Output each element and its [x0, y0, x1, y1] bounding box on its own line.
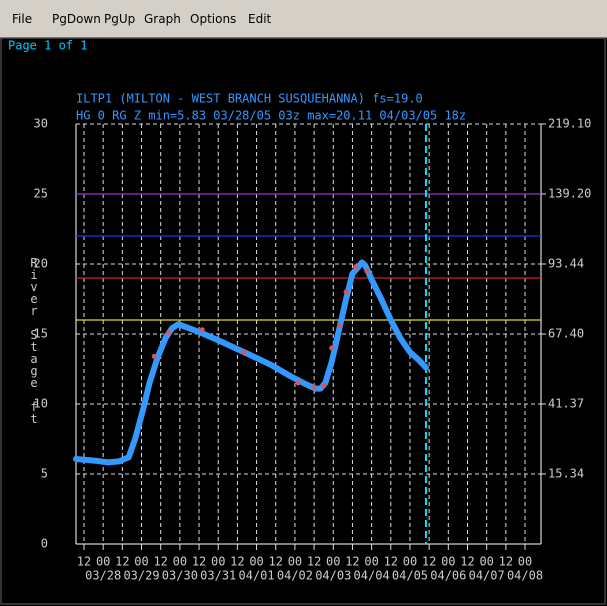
y-tick-label: 5 — [41, 467, 48, 481]
x-date-label: 03/30 — [162, 569, 198, 583]
x-tick-label: 00 — [211, 555, 225, 569]
menu-item[interactable]: PgUp — [104, 12, 136, 26]
frame — [0, 37, 606, 605]
x-tick-label: 00 — [403, 555, 417, 569]
y2-tick-label: 41.37 — [548, 397, 584, 411]
x-tick-label: 00 — [479, 555, 493, 569]
x-tick-label: 00 — [326, 555, 340, 569]
x-tick-label: 12 — [345, 555, 359, 569]
observed-point — [151, 353, 157, 359]
x-date-label: 04/02 — [277, 569, 313, 583]
observed-point — [295, 380, 301, 386]
menu-item[interactable]: Graph — [144, 12, 181, 26]
x-tick-label: 12 — [77, 555, 91, 569]
x-date-label: 04/07 — [469, 569, 505, 583]
x-tick-label: 00 — [173, 555, 187, 569]
chart-subtitle: HG 0 RG Z min=5.83 03/28/05 03z max=20.1… — [76, 109, 466, 123]
chart-title: ILTP1 (MILTON - WEST BRANCH SUSQUEHANNA)… — [76, 92, 423, 106]
y2-tick-label: 15.34 — [548, 467, 584, 481]
x-date-label: 03/28 — [85, 569, 121, 583]
x-tick-label: 00 — [441, 555, 455, 569]
y-axis-label: River Stage ft — [27, 256, 41, 424]
observed-point — [241, 349, 247, 355]
x-tick-label: 12 — [460, 555, 474, 569]
x-tick-label: 12 — [307, 555, 321, 569]
observed-point — [311, 384, 317, 390]
x-tick-label: 12 — [422, 555, 436, 569]
x-date-label: 04/03 — [315, 569, 351, 583]
menu-item[interactable]: PgDown — [52, 12, 101, 26]
page-label: Page 1 of 1 — [8, 39, 87, 53]
x-tick-label: 00 — [134, 555, 148, 569]
observed-point — [329, 345, 335, 351]
y2-tick-label: 219.10 — [548, 117, 591, 131]
x-date-label: 03/29 — [123, 569, 159, 583]
menu-item[interactable]: Options — [190, 12, 237, 26]
x-tick-label: 12 — [384, 555, 398, 569]
stage-line-series — [73, 259, 429, 466]
y2-tick-label: 67.40 — [548, 327, 584, 341]
x-tick-label: 12 — [115, 555, 129, 569]
x-tick-label: 00 — [288, 555, 302, 569]
x-tick-label: 00 — [249, 555, 263, 569]
x-date-label: 04/06 — [430, 569, 466, 583]
observed-point — [364, 268, 370, 274]
observed-point — [353, 264, 359, 270]
x-tick-label: 12 — [269, 555, 283, 569]
y-tick-label: 0 — [41, 537, 48, 551]
x-tick-label: 00 — [364, 555, 378, 569]
observed-point — [337, 323, 343, 329]
observed-point — [199, 327, 205, 333]
x-tick-label: 00 — [96, 555, 110, 569]
y-tick-label: 20 — [34, 257, 48, 271]
y2-tick-label: 139.20 — [548, 187, 591, 201]
menu-item[interactable]: Edit — [248, 12, 272, 26]
observed-point — [166, 330, 172, 336]
y-tick-label: 15 — [34, 327, 48, 341]
x-date-label: 04/01 — [239, 569, 275, 583]
observed-point — [321, 383, 327, 389]
x-date-label: 04/04 — [354, 569, 390, 583]
y-tick-label: 25 — [34, 187, 48, 201]
x-date-label: 04/05 — [392, 569, 428, 583]
y-tick-label: 10 — [34, 397, 48, 411]
x-date-label: 04/08 — [507, 569, 543, 583]
x-tick-label: 00 — [518, 555, 532, 569]
y-tick-label: 30 — [34, 117, 48, 131]
menu-item[interactable]: File — [12, 12, 33, 26]
x-date-label: 03/31 — [200, 569, 236, 583]
observed-point — [343, 289, 349, 295]
menu-bar: File PgDown PgUp Graph Options Edit — [0, 0, 607, 38]
x-tick-label: 12 — [153, 555, 167, 569]
x-tick-label: 12 — [499, 555, 513, 569]
x-tick-label: 12 — [230, 555, 244, 569]
y2-tick-label: 93.44 — [548, 257, 584, 271]
x-tick-label: 12 — [192, 555, 206, 569]
